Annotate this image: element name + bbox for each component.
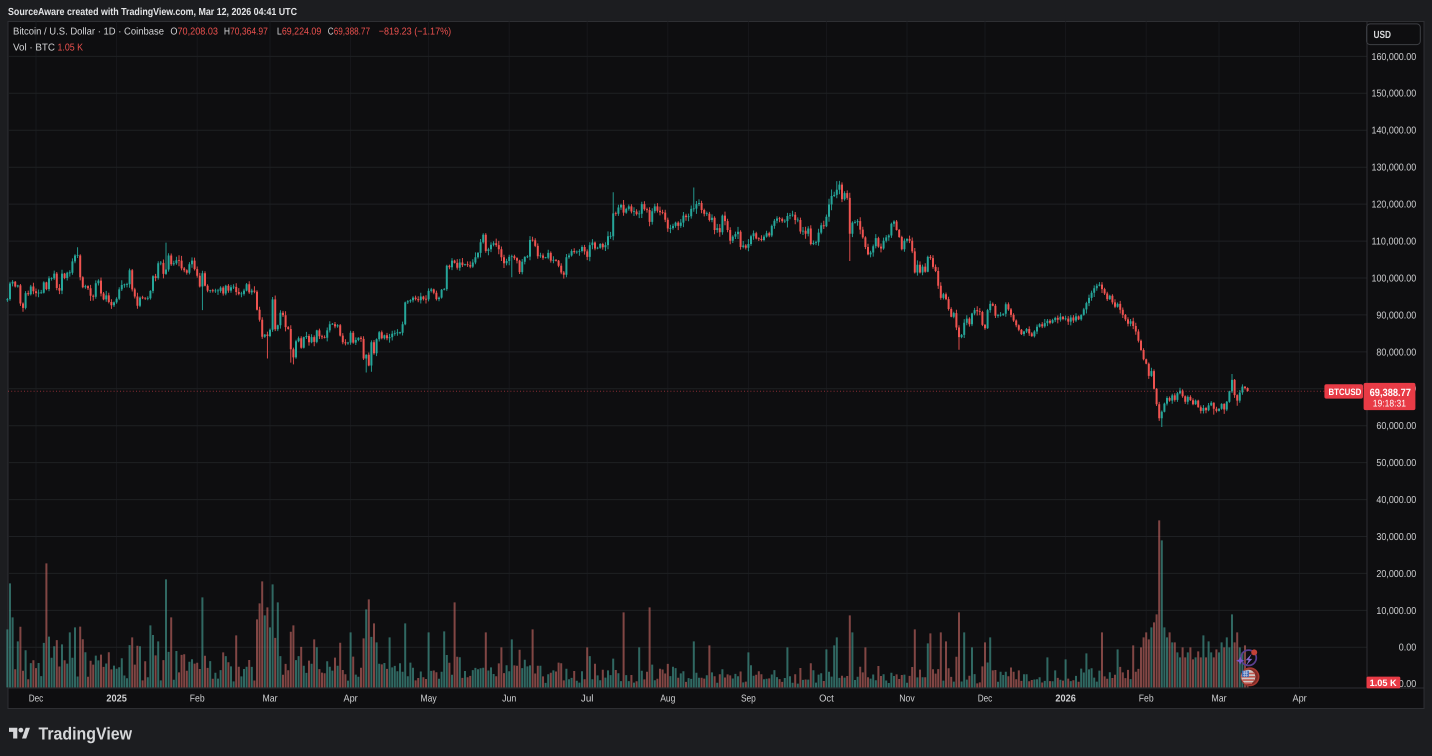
svg-text:L69,224.09: L69,224.09 [277,27,322,38]
svg-text:20,000.00: 20,000.00 [1376,569,1416,580]
svg-text:SourceAware created with Tradi: SourceAware created with TradingView.com… [8,7,298,18]
svg-text:H70,364.97: H70,364.97 [224,27,268,38]
svg-text:Jul: Jul [581,694,594,705]
svg-text:Apr: Apr [344,694,359,705]
svg-text:Mar: Mar [1212,694,1228,705]
svg-text:Apr: Apr [1293,694,1308,705]
svg-text:140,000.00: 140,000.00 [1372,126,1417,137]
svg-text:USD: USD [1374,30,1392,41]
svg-text:1.05 K: 1.05 K [58,43,84,54]
svg-text:Bitcoin / U.S. Dollar · 1D · C: Bitcoin / U.S. Dollar · 1D · Coinbase [13,27,164,38]
svg-text:69,388.77: 69,388.77 [1370,387,1411,399]
svg-text:Sep: Sep [741,694,756,705]
svg-text:80,000.00: 80,000.00 [1376,347,1416,358]
svg-text:Feb: Feb [1139,694,1154,705]
svg-text:90,000.00: 90,000.00 [1376,310,1416,321]
svg-text:60,000.00: 60,000.00 [1376,421,1416,432]
svg-text:Oct: Oct [819,694,834,705]
svg-text:150,000.00: 150,000.00 [1372,89,1417,100]
svg-text:Vol · BTC: Vol · BTC [13,43,55,54]
svg-text:2025: 2025 [106,694,127,705]
svg-text:30,000.00: 30,000.00 [1376,532,1416,543]
svg-text:0.00: 0.00 [1399,643,1417,654]
svg-text:2026: 2026 [1055,694,1076,705]
svg-text:BTCUSD: BTCUSD [1329,387,1362,397]
svg-text:−819.23 (−1.17%): −819.23 (−1.17%) [379,27,452,38]
svg-text:Dec: Dec [978,694,993,705]
svg-text:40,000.00: 40,000.00 [1376,495,1416,506]
svg-text:May: May [421,694,437,705]
svg-text:120,000.00: 120,000.00 [1372,200,1417,211]
svg-text:Dec: Dec [29,694,44,705]
svg-text:Feb: Feb [190,694,205,705]
svg-text:50,000.00: 50,000.00 [1376,458,1416,469]
svg-text:130,000.00: 130,000.00 [1372,163,1417,174]
svg-text:100,000.00: 100,000.00 [1372,273,1417,284]
svg-text:Aug: Aug [660,694,675,705]
svg-text:TradingView: TradingView [39,723,133,743]
svg-text:0.00: 0.00 [1399,679,1417,690]
svg-text:1.05 K: 1.05 K [1370,678,1397,688]
svg-text:160,000.00: 160,000.00 [1372,52,1417,63]
svg-text:Jun: Jun [502,694,516,705]
svg-text:19:18:31: 19:18:31 [1373,399,1406,410]
svg-text:O70,208.03: O70,208.03 [170,27,218,38]
svg-text:Mar: Mar [263,694,279,705]
svg-text:10,000.00: 10,000.00 [1376,606,1416,617]
svg-text:Nov: Nov [899,694,914,705]
svg-text:C69,388.77: C69,388.77 [328,27,371,38]
svg-text:110,000.00: 110,000.00 [1372,237,1417,248]
